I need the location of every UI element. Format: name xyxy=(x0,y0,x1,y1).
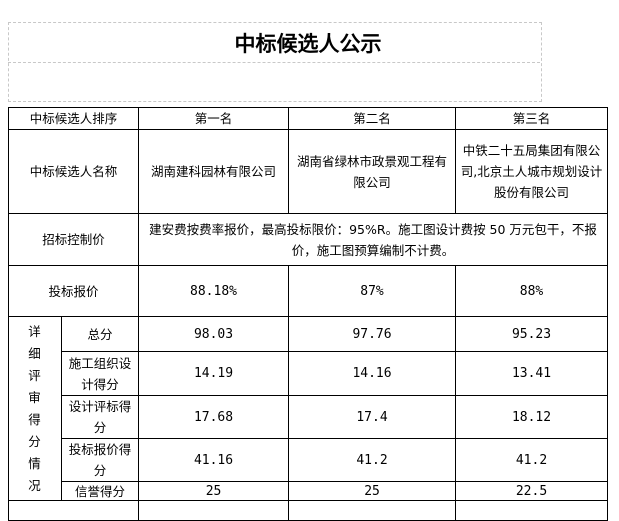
score-value: 98.03 xyxy=(138,316,290,352)
name-label: 中标候选人名称 xyxy=(7,129,140,214)
score-label: 投标报价得分 xyxy=(60,438,140,482)
score-value: 14.19 xyxy=(138,351,290,396)
score-value: 97.76 xyxy=(288,316,457,352)
score-value: 41.2 xyxy=(288,438,457,482)
score-value: 13.41 xyxy=(455,351,609,396)
empty-cell xyxy=(288,500,457,521)
score-label: 施工组织设计得分 xyxy=(60,351,140,396)
rank-label: 中标候选人排序 xyxy=(7,107,140,130)
score-value: 95.23 xyxy=(455,316,609,352)
score-value: 17.4 xyxy=(288,395,457,439)
rank-row: 中标候选人排序 第一名 第二名 第三名 xyxy=(7,107,609,130)
score-value: 22.5 xyxy=(455,481,609,501)
rank-1: 第一名 xyxy=(138,107,290,130)
name-1: 湖南建科园林有限公司 xyxy=(138,129,290,214)
score-row: 投标报价得分 41.16 41.2 41.2 xyxy=(9,438,609,482)
empty-cell xyxy=(138,500,290,521)
title-divider xyxy=(8,62,540,63)
empty-cell xyxy=(7,500,140,521)
bid-1: 88.18% xyxy=(138,265,290,317)
detail-label-cell: 详细评审得分情况 xyxy=(8,316,62,501)
control-row: 招标控制价 建安费按费率报价，最高投标限价：95%R。施工图设计费按 50 万元… xyxy=(7,213,609,266)
score-value: 17.68 xyxy=(138,395,290,439)
name-row: 中标候选人名称 湖南建科园林有限公司 湖南省绿林市政景观工程有限公司 中铁二十五… xyxy=(7,129,609,214)
control-label: 招标控制价 xyxy=(7,213,140,266)
score-value: 41.16 xyxy=(138,438,290,482)
rank-3: 第三名 xyxy=(455,107,609,130)
score-value: 25 xyxy=(288,481,457,501)
score-value: 18.12 xyxy=(455,395,609,439)
score-value: 41.2 xyxy=(455,438,609,482)
rank-2: 第二名 xyxy=(288,107,457,130)
score-label: 信誉得分 xyxy=(60,481,140,501)
next-row xyxy=(7,500,609,521)
score-row: 详细评审得分情况 总分 98.03 97.76 95.23 xyxy=(8,316,609,501)
score-value: 25 xyxy=(138,481,290,501)
bid-row: 投标报价 88.18% 87% 88% xyxy=(7,265,609,317)
name-2: 湖南省绿林市政景观工程有限公司 xyxy=(288,129,457,214)
bid-label: 投标报价 xyxy=(7,265,140,317)
score-value: 14.16 xyxy=(288,351,457,396)
name-3: 中铁二十五局集团有限公司,北京土人城市规划设计股份有限公司 xyxy=(455,129,609,214)
empty-cell xyxy=(455,500,609,521)
score-row: 信誉得分 25 25 22.5 xyxy=(9,481,609,501)
score-label: 设计评标得分 xyxy=(60,395,140,439)
score-row: 施工组织设计得分 14.19 14.16 13.41 xyxy=(9,351,609,396)
candidate-table: 中标候选人排序 第一名 第二名 第三名 中标候选人名称 湖南建科园林有限公司 湖… xyxy=(7,107,609,521)
score-row: 设计评标得分 17.68 17.4 18.12 xyxy=(9,395,609,439)
bid-2: 87% xyxy=(288,265,457,317)
detail-label: 详细评审得分情况 xyxy=(28,323,42,493)
bid-3: 88% xyxy=(455,265,609,317)
control-text: 建安费按费率报价，最高投标限价：95%R。施工图设计费按 50 万元包干，不报价… xyxy=(138,213,609,266)
score-label: 总分 xyxy=(60,316,140,352)
page-title: 中标候选人公示 xyxy=(234,31,382,56)
